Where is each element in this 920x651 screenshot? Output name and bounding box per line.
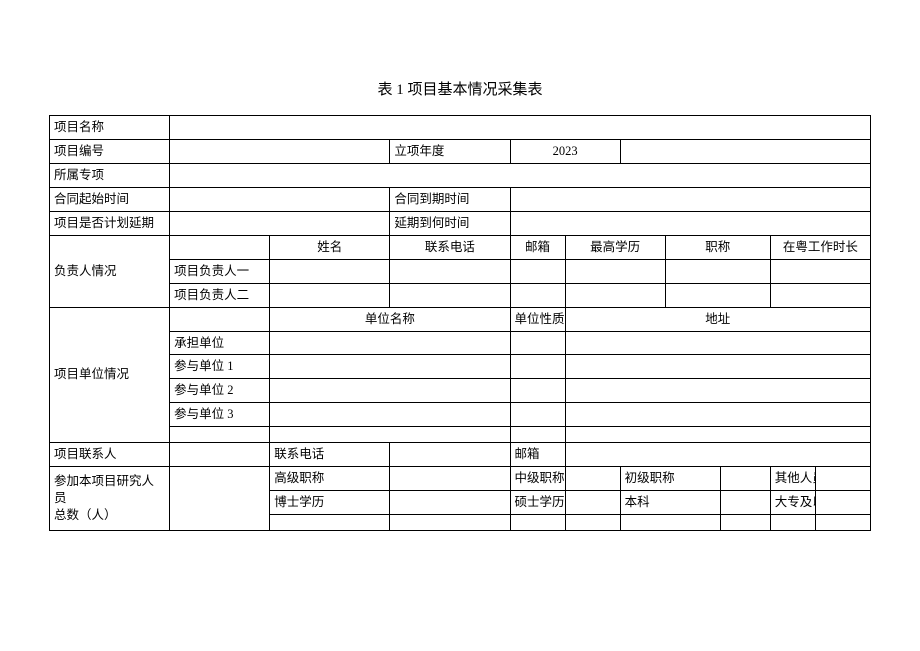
field-contact-phone[interactable] bbox=[390, 443, 510, 467]
field-project-name[interactable] bbox=[170, 116, 871, 140]
label-senior-title: 高级职称 bbox=[270, 467, 390, 491]
label-org-nature: 单位性质 bbox=[510, 307, 565, 331]
blank-staff-r3-8 bbox=[815, 514, 870, 530]
field-contract-start[interactable] bbox=[170, 187, 390, 211]
field-blank-org-addr[interactable] bbox=[565, 427, 870, 443]
field-blank-org-nature[interactable] bbox=[510, 427, 565, 443]
field-approval-year: 2023 bbox=[510, 139, 620, 163]
label-project-no: 项目编号 bbox=[50, 139, 170, 163]
field-leader2-name[interactable] bbox=[270, 283, 390, 307]
field-edu-master[interactable] bbox=[565, 490, 620, 514]
label-leader-section: 负责人情况 bbox=[50, 235, 170, 307]
field-p-org2-nature[interactable] bbox=[510, 379, 565, 403]
field-special-category[interactable] bbox=[170, 163, 871, 187]
label-approval-year: 立项年度 bbox=[390, 139, 510, 163]
field-approval-year-extra[interactable] bbox=[620, 139, 870, 163]
field-p-org2-addr[interactable] bbox=[565, 379, 870, 403]
label-special-category: 所属专项 bbox=[50, 163, 170, 187]
blank-leader-header bbox=[170, 235, 270, 259]
field-blank-org-name[interactable] bbox=[270, 427, 510, 443]
label-contact-email: 邮箱 bbox=[510, 443, 565, 467]
field-project-no[interactable] bbox=[170, 139, 390, 163]
field-contact-email[interactable] bbox=[565, 443, 870, 467]
field-plan-delay[interactable] bbox=[170, 211, 390, 235]
field-p-org3-name[interactable] bbox=[270, 403, 510, 427]
label-title-rank: 职称 bbox=[665, 235, 770, 259]
blank-staff-r3-1 bbox=[270, 514, 390, 530]
field-host-org-addr[interactable] bbox=[565, 331, 870, 355]
field-p-org2-name[interactable] bbox=[270, 379, 510, 403]
blank-staff-r3-6 bbox=[720, 514, 770, 530]
blank-org-row bbox=[170, 427, 270, 443]
field-host-org-nature[interactable] bbox=[510, 331, 565, 355]
label-plan-delay: 项目是否计划延期 bbox=[50, 211, 170, 235]
label-phone: 联系电话 bbox=[390, 235, 510, 259]
label-edu-phd: 博士学历 bbox=[270, 490, 390, 514]
label-leader2: 项目负责人二 bbox=[170, 283, 270, 307]
field-p-org1-name[interactable] bbox=[270, 355, 510, 379]
blank-staff-r3-7 bbox=[770, 514, 815, 530]
label-host-org: 承担单位 bbox=[170, 331, 270, 355]
blank-staff-r3-4 bbox=[565, 514, 620, 530]
field-edu-phd[interactable] bbox=[390, 490, 510, 514]
field-host-org-name[interactable] bbox=[270, 331, 510, 355]
field-junior-title[interactable] bbox=[720, 467, 770, 491]
label-junior-title: 初级职称 bbox=[620, 467, 720, 491]
field-p-org1-nature[interactable] bbox=[510, 355, 565, 379]
form-table: 项目名称 项目编号 立项年度 2023 所属专项 合同起始时间 合同到期时间 项… bbox=[49, 115, 871, 531]
field-other-staff[interactable] bbox=[815, 467, 870, 491]
field-leader1-email[interactable] bbox=[510, 259, 565, 283]
label-staff-section: 参加本项目研究人员总数（人） bbox=[50, 467, 170, 531]
label-org-section: 项目单位情况 bbox=[50, 307, 170, 442]
label-leader1: 项目负责人一 bbox=[170, 259, 270, 283]
field-leader2-email[interactable] bbox=[510, 283, 565, 307]
field-leader2-phone[interactable] bbox=[390, 283, 510, 307]
label-contract-start: 合同起始时间 bbox=[50, 187, 170, 211]
field-contract-end[interactable] bbox=[510, 187, 871, 211]
label-delay-until: 延期到何时间 bbox=[390, 211, 510, 235]
blank-staff-r3-3 bbox=[510, 514, 565, 530]
field-edu-bachelor[interactable] bbox=[720, 490, 770, 514]
label-contract-end: 合同到期时间 bbox=[390, 187, 510, 211]
field-p-org1-addr[interactable] bbox=[565, 355, 870, 379]
field-leader2-title[interactable] bbox=[665, 283, 770, 307]
label-edu-bachelor: 本科 bbox=[620, 490, 720, 514]
field-leader1-name[interactable] bbox=[270, 259, 390, 283]
field-mid-title[interactable] bbox=[565, 467, 620, 491]
label-contact-phone: 联系电话 bbox=[270, 443, 390, 467]
label-email: 邮箱 bbox=[510, 235, 565, 259]
field-leader1-edu[interactable] bbox=[565, 259, 665, 283]
field-p-org3-nature[interactable] bbox=[510, 403, 565, 427]
field-senior-title[interactable] bbox=[390, 467, 510, 491]
label-name: 姓名 bbox=[270, 235, 390, 259]
blank-staff-r3-2 bbox=[390, 514, 510, 530]
label-edu-master: 硕士学历 bbox=[510, 490, 565, 514]
blank-org-header bbox=[170, 307, 270, 331]
label-edu-junior: 大专及以下 bbox=[770, 490, 815, 514]
field-leader1-title[interactable] bbox=[665, 259, 770, 283]
field-leader1-phone[interactable] bbox=[390, 259, 510, 283]
field-leader1-duration[interactable] bbox=[770, 259, 870, 283]
form-title: 表 1 项目基本情况采集表 bbox=[0, 78, 920, 99]
label-org-name: 单位名称 bbox=[270, 307, 510, 331]
field-leader2-edu[interactable] bbox=[565, 283, 665, 307]
label-p-org2: 参与单位 2 bbox=[170, 379, 270, 403]
label-project-name: 项目名称 bbox=[50, 116, 170, 140]
label-mid-title: 中级职称 bbox=[510, 467, 565, 491]
label-address: 地址 bbox=[565, 307, 870, 331]
field-contact-name[interactable] bbox=[170, 443, 270, 467]
label-p-org1: 参与单位 1 bbox=[170, 355, 270, 379]
field-delay-until[interactable] bbox=[510, 211, 871, 235]
label-highest-edu: 最高学历 bbox=[565, 235, 665, 259]
field-p-org3-addr[interactable] bbox=[565, 403, 870, 427]
field-staff-total[interactable] bbox=[170, 467, 270, 531]
label-p-org3: 参与单位 3 bbox=[170, 403, 270, 427]
blank-staff-r3-5 bbox=[620, 514, 720, 530]
field-edu-junior[interactable] bbox=[815, 490, 870, 514]
label-contact-person: 项目联系人 bbox=[50, 443, 170, 467]
field-leader2-duration[interactable] bbox=[770, 283, 870, 307]
label-work-duration: 在粤工作时长 bbox=[770, 235, 870, 259]
label-other-staff: 其他人员 bbox=[770, 467, 815, 491]
